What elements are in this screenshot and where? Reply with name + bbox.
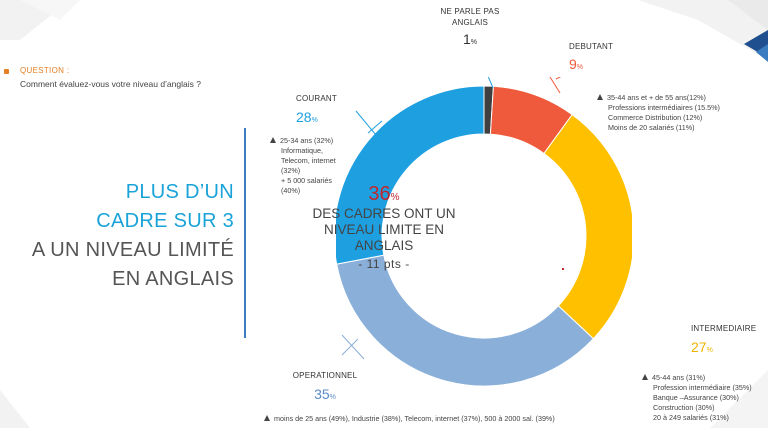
center-summary: 36% DES CADRES ONT UN NIVEAU LIMITE EN A… [284, 183, 484, 271]
center-delta: - 11 pts - [358, 257, 410, 271]
leader-courant-stem [355, 110, 377, 136]
courant-detail-1: 25-34 ans (32%) [270, 136, 336, 146]
intermediaire-details: 45-44 ans (31%) Profession intermédiaire… [642, 373, 752, 423]
label-courant-value: 28% [296, 109, 318, 125]
decorative-corner-top-left [0, 0, 80, 40]
label-ne-parle: NE PARLE PAS ANGLAIS 1% [420, 7, 520, 47]
label-ne-parle-name-1: NE PARLE PAS [440, 7, 500, 16]
up-triangle-icon [642, 374, 648, 380]
courant-detail-6: (40%) [281, 186, 301, 195]
donut-slice-operationnel [336, 254, 595, 387]
divider-line [244, 128, 246, 338]
label-courant-name: COURANT [296, 94, 337, 103]
operationnel-detail-1: moins de 25 ans (49%), Industrie (38%), … [274, 414, 555, 423]
up-triangle-icon [597, 94, 603, 100]
debutant-detail-4: Moins de 20 salariés (11%) [608, 123, 695, 132]
donut-slice-courant [336, 85, 485, 265]
headline-line-4: EN ANGLAIS [112, 268, 234, 290]
leader-operationnel-cap [341, 338, 359, 356]
donut-slice-intermediaire [543, 113, 632, 340]
label-intermediaire-value: 27% [691, 339, 713, 355]
up-triangle-icon [270, 137, 276, 143]
label-operationnel-name: OPERATIONNEL [292, 371, 358, 380]
question-label: QUESTION : [20, 66, 70, 75]
leader-debutant-stem [549, 77, 561, 94]
decorative-corner-bottom-right [710, 370, 768, 428]
label-debutant-value: 9% [569, 56, 584, 72]
debutant-detail-3: Commerce Distribution (12%) [608, 113, 703, 122]
up-triangle-icon [264, 415, 270, 421]
intermediaire-detail-5: 20 à 249 salariés (31%) [653, 413, 729, 422]
center-line-3: ANGLAIS [354, 238, 414, 253]
headline-line-1: PLUS D’UN [125, 181, 234, 203]
label-courant: COURANT 28% [296, 94, 337, 125]
headline-line-3: A UN NIVEAU LIMITÉ [31, 239, 234, 261]
leader-debutant-cap [555, 77, 562, 80]
donut-chart [336, 77, 632, 387]
label-ne-parle-name-2: ANGLAIS [451, 18, 489, 27]
debutant-detail-1: 35-44 ans et + de 55 ans(12%) [597, 93, 720, 103]
headline-line-2: CADRE SUR 3 [96, 210, 234, 232]
label-debutant: DEBUTANT 9% [569, 42, 613, 72]
courant-detail-2: Informatique, [281, 146, 323, 155]
debutant-details: 35-44 ans et + de 55 ans(12%) Profession… [597, 93, 720, 133]
center-line-1: DES CADRES ONT UN [312, 206, 456, 221]
leader-operationnel-stem [341, 334, 365, 360]
label-intermediaire-name: INTERMEDIAIRE [691, 324, 757, 333]
headline: PLUS D’UN CADRE SUR 3 A UN NIVEAU LIMITÉ… [32, 178, 234, 294]
center-value: 36% [368, 183, 400, 205]
debutant-detail-2: Professions intermédiaires (15.5%) [608, 103, 720, 112]
courant-detail-3: Telecom, internet [281, 156, 336, 165]
center-mark [562, 268, 564, 270]
center-line-2: NIVEAU LIMITE EN [323, 222, 445, 237]
label-intermediaire: INTERMEDIAIRE 27% [691, 324, 756, 355]
question-bullet [4, 69, 9, 74]
decorative-corner-bottom-left [0, 390, 30, 428]
courant-detail-5: + 5 000 salariés [281, 176, 332, 185]
question-text: Comment évaluez-vous votre niveau d’angl… [20, 79, 201, 89]
courant-detail-4: (32%) [281, 166, 301, 175]
operationnel-details: moins de 25 ans (49%), Industrie (38%), … [264, 414, 555, 424]
intermediaire-detail-2: Profession intermédiaire (35%) [653, 383, 752, 392]
intermediaire-detail-1: 45-44 ans (31%) [642, 373, 752, 383]
decorative-corner-top-right [638, 0, 768, 62]
label-ne-parle-value: 1% [462, 31, 478, 47]
label-debutant-name: DEBUTANT [569, 42, 614, 51]
courant-details: 25-34 ans (32%) Informatique, Telecom, i… [270, 136, 336, 196]
leader-courant-cap [367, 120, 383, 134]
leader-ne-parle-stem [487, 77, 494, 89]
label-operationnel: OPERATIONNEL 35% [275, 371, 375, 402]
intermediaire-detail-3: Banque –Assurance (30%) [653, 393, 739, 402]
intermediaire-detail-4: Construction (30%) [653, 403, 715, 412]
label-operationnel-value: 35% [314, 386, 336, 402]
